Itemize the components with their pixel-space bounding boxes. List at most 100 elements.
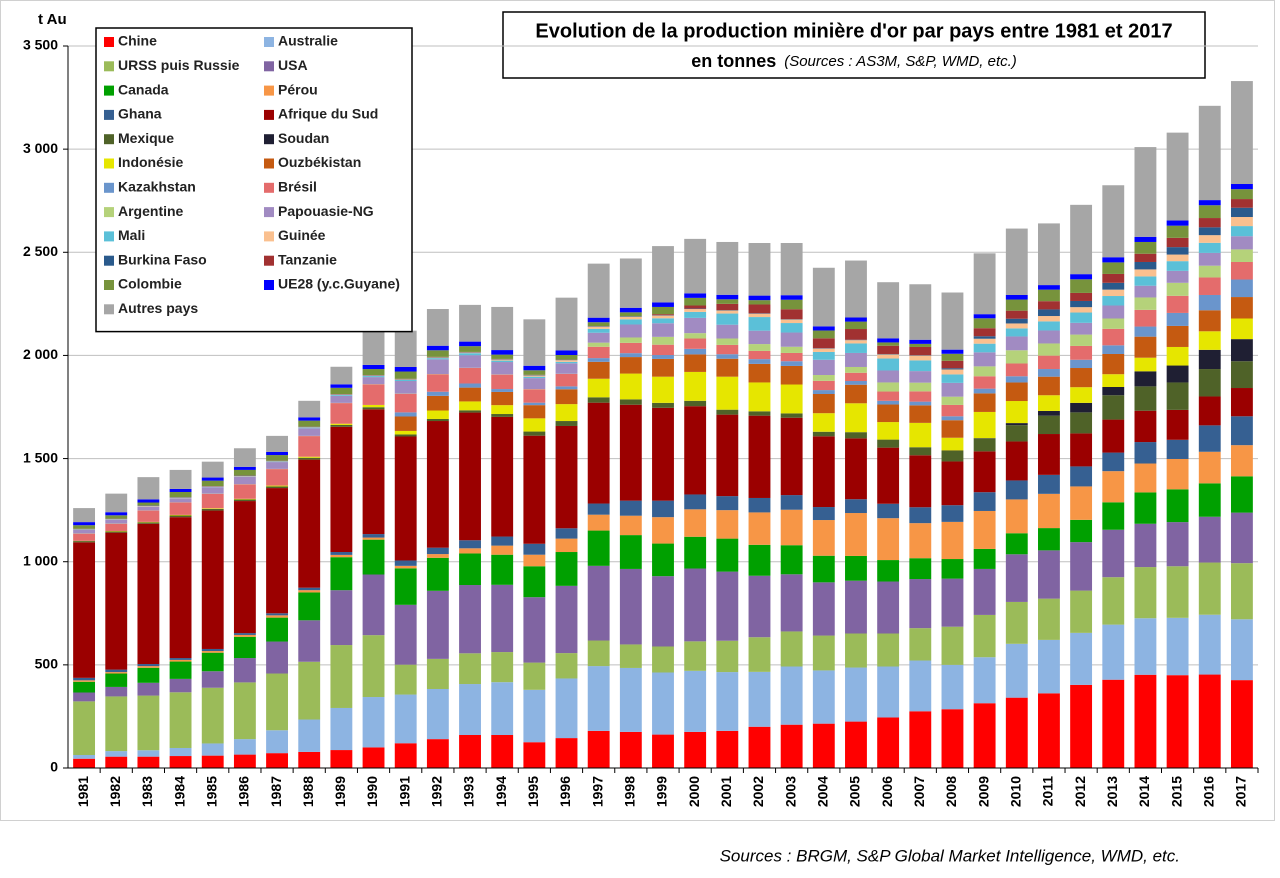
bar-segment: [330, 387, 353, 395]
bar-segment: [555, 355, 578, 360]
bar-segment: [748, 344, 771, 351]
bar-segment: [1230, 388, 1253, 417]
bar-segment: [1198, 614, 1221, 675]
bar-segment: [909, 346, 932, 356]
bar-segment: [812, 326, 835, 331]
bar-segment: [780, 243, 803, 296]
legend-swatch: [104, 231, 114, 242]
bar-segment: [877, 447, 900, 504]
x-tick-label: 2000: [686, 776, 702, 807]
bar-segment: [716, 338, 739, 345]
bar-segment: [780, 295, 803, 300]
bar-segment: [1038, 321, 1060, 331]
bar-segment: [845, 381, 867, 385]
bar-segment: [491, 734, 514, 768]
bar-segment: [1230, 249, 1253, 262]
bar-segment: [587, 361, 610, 379]
bar-segment: [555, 373, 578, 387]
bar-segment: [877, 345, 900, 354]
x-tick-label: 2008: [943, 776, 959, 807]
bar-segment: [845, 633, 867, 668]
bar-segment: [1070, 486, 1093, 520]
bar-segment: [1102, 374, 1125, 387]
x-tick-label: 1995: [525, 776, 541, 807]
bar-segment: [266, 615, 288, 618]
bar-segment: [1230, 184, 1253, 190]
bar-segment: [491, 682, 514, 735]
bar-segment: [1166, 522, 1189, 567]
bar-segment: [1005, 310, 1028, 319]
bar-segment: [426, 658, 449, 689]
bar-segment: [877, 717, 900, 768]
bar-segment: [845, 317, 867, 322]
y-tick-label: 500: [35, 656, 59, 672]
bar-segment: [523, 742, 546, 768]
bar-segment: [1198, 242, 1221, 253]
bar-segment: [780, 323, 803, 333]
bar-segment: [330, 750, 353, 768]
bar-segment: [845, 372, 867, 382]
bar-segment: [1005, 441, 1028, 481]
bar-segment: [523, 554, 546, 567]
bar-segment: [298, 459, 321, 588]
bar-segment: [1198, 396, 1221, 426]
bar-segment: [812, 380, 835, 391]
bar-segment: [266, 435, 288, 452]
bar-segment: [973, 366, 996, 377]
bar-segment: [909, 711, 932, 768]
bar-segment: [523, 597, 546, 663]
bar-segment: [845, 366, 867, 373]
bar-segment: [555, 363, 578, 374]
bar-segment: [1038, 343, 1060, 356]
legend-swatch: [264, 207, 274, 218]
x-tick-label: 2009: [975, 776, 991, 807]
bar-segment: [298, 587, 321, 591]
bar-segment: [362, 331, 385, 365]
bar-segment: [780, 361, 803, 366]
bar-segment: [716, 358, 739, 377]
bar-segment: [1070, 322, 1093, 335]
bar-segment: [716, 640, 739, 673]
bar-segment: [1166, 270, 1189, 283]
x-tick-label: 1987: [268, 776, 284, 807]
bar-segment: [394, 379, 417, 380]
bar-segment: [1134, 241, 1157, 254]
bar-segment: [1166, 225, 1189, 238]
bar-segment: [105, 532, 128, 670]
bar-segment: [619, 337, 642, 343]
bar-segment: [1230, 226, 1253, 237]
bar-segment: [1005, 480, 1028, 500]
bar-segment: [394, 393, 417, 413]
bar-segment: [298, 592, 321, 621]
bar-segment: [426, 309, 449, 346]
bar-segment: [845, 352, 867, 367]
bar-segment: [233, 682, 256, 740]
legend-label: Argentine: [118, 203, 184, 219]
bar-segment: [652, 358, 674, 377]
bar-segment: [877, 342, 900, 346]
bar-segment: [716, 376, 739, 410]
bar-segment: [73, 541, 96, 543]
bar-segment: [1198, 227, 1221, 236]
bar-segment: [394, 604, 417, 665]
bar-segment: [1134, 285, 1157, 298]
bar-segment: [169, 515, 192, 518]
bar-segment: [909, 284, 932, 340]
bar-segment: [973, 336, 996, 339]
bar-segment: [330, 426, 353, 553]
bar-segment: [716, 299, 739, 304]
bar-segment: [426, 359, 449, 374]
bar-segment: [587, 402, 610, 504]
bar-segment: [1102, 471, 1125, 503]
bar-segment: [1070, 345, 1093, 360]
bar-segment: [780, 384, 803, 414]
bar-segment: [1166, 312, 1189, 326]
bar-segment: [523, 376, 546, 379]
bar-segment: [1198, 310, 1221, 332]
bar-segment: [298, 620, 321, 662]
y-tick-label: 3 500: [23, 37, 58, 53]
legend-swatch: [104, 280, 114, 290]
bar-segment: [877, 382, 900, 392]
bar-segment: [137, 523, 160, 665]
bar-segment: [523, 418, 546, 432]
